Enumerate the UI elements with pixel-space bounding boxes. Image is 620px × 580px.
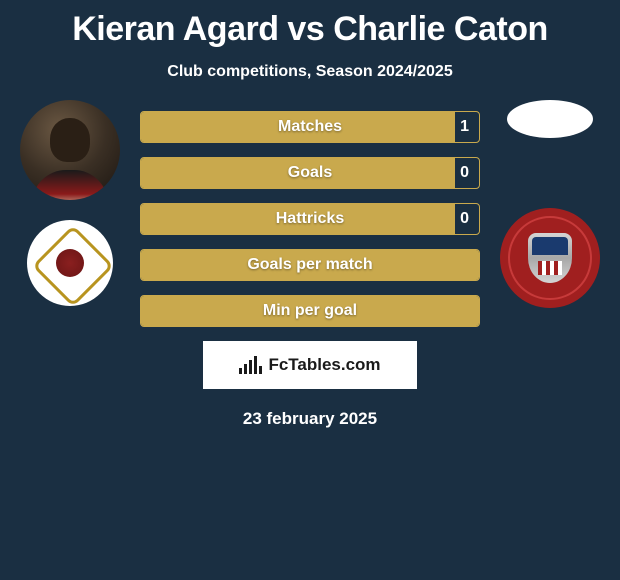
branding-box: FcTables.com bbox=[203, 341, 417, 389]
bar-chart-icon bbox=[239, 356, 262, 374]
stats-panel: Matches 1 Goals 0 Hattricks 0 Goals per match M… bbox=[0, 111, 620, 429]
site-name: FcTables.com bbox=[268, 355, 380, 375]
stat-row: Hattricks 0 bbox=[140, 203, 480, 235]
stat-row: Matches 1 bbox=[140, 111, 480, 143]
stat-value: 1 bbox=[460, 118, 469, 136]
club-crest-right bbox=[528, 233, 572, 283]
stats-list: Matches 1 Goals 0 Hattricks 0 Goals per match M… bbox=[140, 111, 480, 327]
stat-row: Min per goal bbox=[140, 295, 480, 327]
stat-label: Min per goal bbox=[263, 302, 357, 320]
stat-row: Goals 0 bbox=[140, 157, 480, 189]
page-title: Kieran Agard vs Charlie Caton bbox=[0, 0, 620, 49]
stat-value: 0 bbox=[460, 164, 469, 182]
stat-value: 0 bbox=[460, 210, 469, 228]
stat-label: Hattricks bbox=[276, 210, 344, 228]
stat-label: Goals per match bbox=[247, 256, 372, 274]
stat-label: Goals bbox=[288, 164, 332, 182]
footer-date: 23 february 2025 bbox=[0, 409, 620, 429]
stat-label: Matches bbox=[278, 118, 342, 136]
page-subtitle: Club competitions, Season 2024/2025 bbox=[0, 63, 620, 81]
stat-row: Goals per match bbox=[140, 249, 480, 281]
